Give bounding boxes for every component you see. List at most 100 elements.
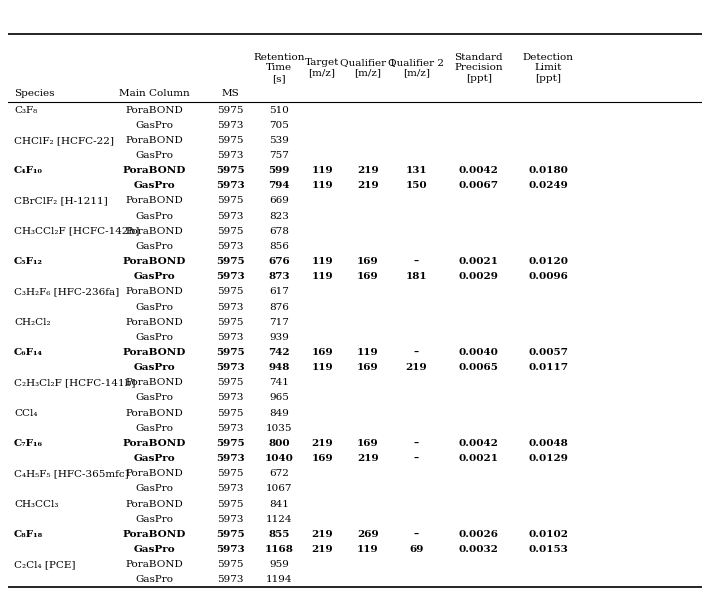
Text: 119: 119 (357, 348, 379, 357)
Text: 219: 219 (312, 439, 333, 448)
Text: 119: 119 (312, 257, 333, 266)
Text: 717: 717 (269, 318, 289, 327)
Text: –: – (414, 257, 419, 266)
Text: 0.0153: 0.0153 (528, 545, 569, 554)
Text: 965: 965 (269, 393, 289, 402)
Text: Species: Species (14, 89, 55, 98)
Text: 5975: 5975 (216, 439, 245, 448)
Text: –: – (414, 530, 419, 539)
Text: 0.0021: 0.0021 (459, 454, 499, 463)
Text: PoraBOND: PoraBOND (125, 288, 183, 297)
Text: 5975: 5975 (217, 379, 244, 388)
Text: 5973: 5973 (217, 242, 244, 251)
Text: GasPro: GasPro (135, 151, 173, 160)
Text: 0.0021: 0.0021 (459, 257, 499, 266)
Text: GasPro: GasPro (135, 424, 173, 433)
Text: 539: 539 (269, 136, 289, 145)
Text: 169: 169 (357, 272, 379, 281)
Text: 5975: 5975 (216, 166, 245, 175)
Text: GasPro: GasPro (135, 333, 173, 342)
Text: 856: 856 (269, 242, 289, 251)
Text: 669: 669 (269, 197, 289, 206)
Text: 0.0048: 0.0048 (528, 439, 569, 448)
Text: 5975: 5975 (216, 257, 245, 266)
Text: C₂Cl₄ [PCE]: C₂Cl₄ [PCE] (14, 560, 76, 569)
Text: 169: 169 (312, 454, 333, 463)
Text: 169: 169 (357, 439, 379, 448)
Text: 0.0249: 0.0249 (528, 181, 569, 190)
Text: 0.0057: 0.0057 (528, 348, 569, 357)
Text: 119: 119 (312, 166, 333, 175)
Text: 5975: 5975 (216, 348, 245, 357)
Text: 5975: 5975 (217, 560, 244, 569)
Text: 219: 219 (357, 166, 379, 175)
Text: 5975: 5975 (217, 288, 244, 297)
Text: 169: 169 (357, 363, 379, 372)
Text: 5973: 5973 (217, 303, 244, 312)
Text: GasPro: GasPro (133, 181, 175, 190)
Text: MS: MS (222, 89, 239, 98)
Text: GasPro: GasPro (133, 363, 175, 372)
Text: 5975: 5975 (216, 530, 245, 539)
Text: 742: 742 (268, 348, 290, 357)
Text: 219: 219 (357, 181, 379, 190)
Text: 959: 959 (269, 560, 289, 569)
Text: 741: 741 (269, 379, 289, 388)
Text: GasPro: GasPro (133, 454, 175, 463)
Text: 1035: 1035 (266, 424, 292, 433)
Text: PoraBOND: PoraBOND (125, 318, 183, 327)
Text: GasPro: GasPro (135, 212, 173, 221)
Text: PoraBOND: PoraBOND (125, 560, 183, 569)
Text: 5973: 5973 (217, 393, 244, 402)
Text: 269: 269 (357, 530, 379, 539)
Text: C₃F₈: C₃F₈ (14, 105, 38, 115)
Text: 1194: 1194 (266, 575, 292, 584)
Text: PoraBOND: PoraBOND (122, 348, 186, 357)
Text: 5973: 5973 (217, 515, 244, 524)
Text: 119: 119 (312, 363, 333, 372)
Text: 5973: 5973 (217, 151, 244, 160)
Text: CBrClF₂ [H-1211]: CBrClF₂ [H-1211] (14, 197, 108, 206)
Text: CH₃CCl₃: CH₃CCl₃ (14, 499, 59, 508)
Text: 119: 119 (312, 181, 333, 190)
Text: 131: 131 (406, 166, 428, 175)
Text: Qualifier 1
[m/z]: Qualifier 1 [m/z] (340, 58, 396, 78)
Text: 0.0042: 0.0042 (459, 166, 499, 175)
Text: 69: 69 (409, 545, 423, 554)
Text: 169: 169 (357, 257, 379, 266)
Text: 0.0180: 0.0180 (528, 166, 569, 175)
Text: 150: 150 (406, 181, 428, 190)
Text: 0.0042: 0.0042 (459, 439, 499, 448)
Text: 849: 849 (269, 408, 289, 417)
Text: 5973: 5973 (217, 212, 244, 221)
Text: CH₂Cl₂: CH₂Cl₂ (14, 318, 51, 327)
Text: 800: 800 (268, 439, 290, 448)
Text: 219: 219 (357, 454, 379, 463)
Text: 0.0120: 0.0120 (528, 257, 569, 266)
Text: C₈F₁₈: C₈F₁₈ (14, 530, 43, 539)
Text: PoraBOND: PoraBOND (125, 379, 183, 388)
Text: 757: 757 (269, 151, 289, 160)
Text: 5973: 5973 (217, 575, 244, 584)
Text: GasPro: GasPro (135, 393, 173, 402)
Text: 5975: 5975 (217, 469, 244, 478)
Text: CHClF₂ [HCFC-22]: CHClF₂ [HCFC-22] (14, 136, 114, 145)
Text: 0.0040: 0.0040 (459, 348, 499, 357)
Text: 1040: 1040 (265, 454, 294, 463)
Text: 5973: 5973 (217, 424, 244, 433)
Text: 0.0029: 0.0029 (459, 272, 499, 281)
Text: Standard
Precision
[ppt]: Standard Precision [ppt] (455, 53, 503, 83)
Text: –: – (414, 348, 419, 357)
Text: C₂H₃Cl₂F [HCFC-141b]: C₂H₃Cl₂F [HCFC-141b] (14, 379, 135, 388)
Text: 0.0067: 0.0067 (459, 181, 499, 190)
Text: –: – (414, 439, 419, 448)
Text: Qualifier 2
[m/z]: Qualifier 2 [m/z] (389, 58, 445, 78)
Text: 678: 678 (269, 227, 289, 236)
Text: 510: 510 (269, 105, 289, 115)
Text: GasPro: GasPro (135, 515, 173, 524)
Text: 0.0129: 0.0129 (528, 454, 569, 463)
Text: GasPro: GasPro (133, 272, 175, 281)
Text: PoraBOND: PoraBOND (125, 227, 183, 236)
Text: 5975: 5975 (217, 227, 244, 236)
Text: 5973: 5973 (216, 181, 245, 190)
